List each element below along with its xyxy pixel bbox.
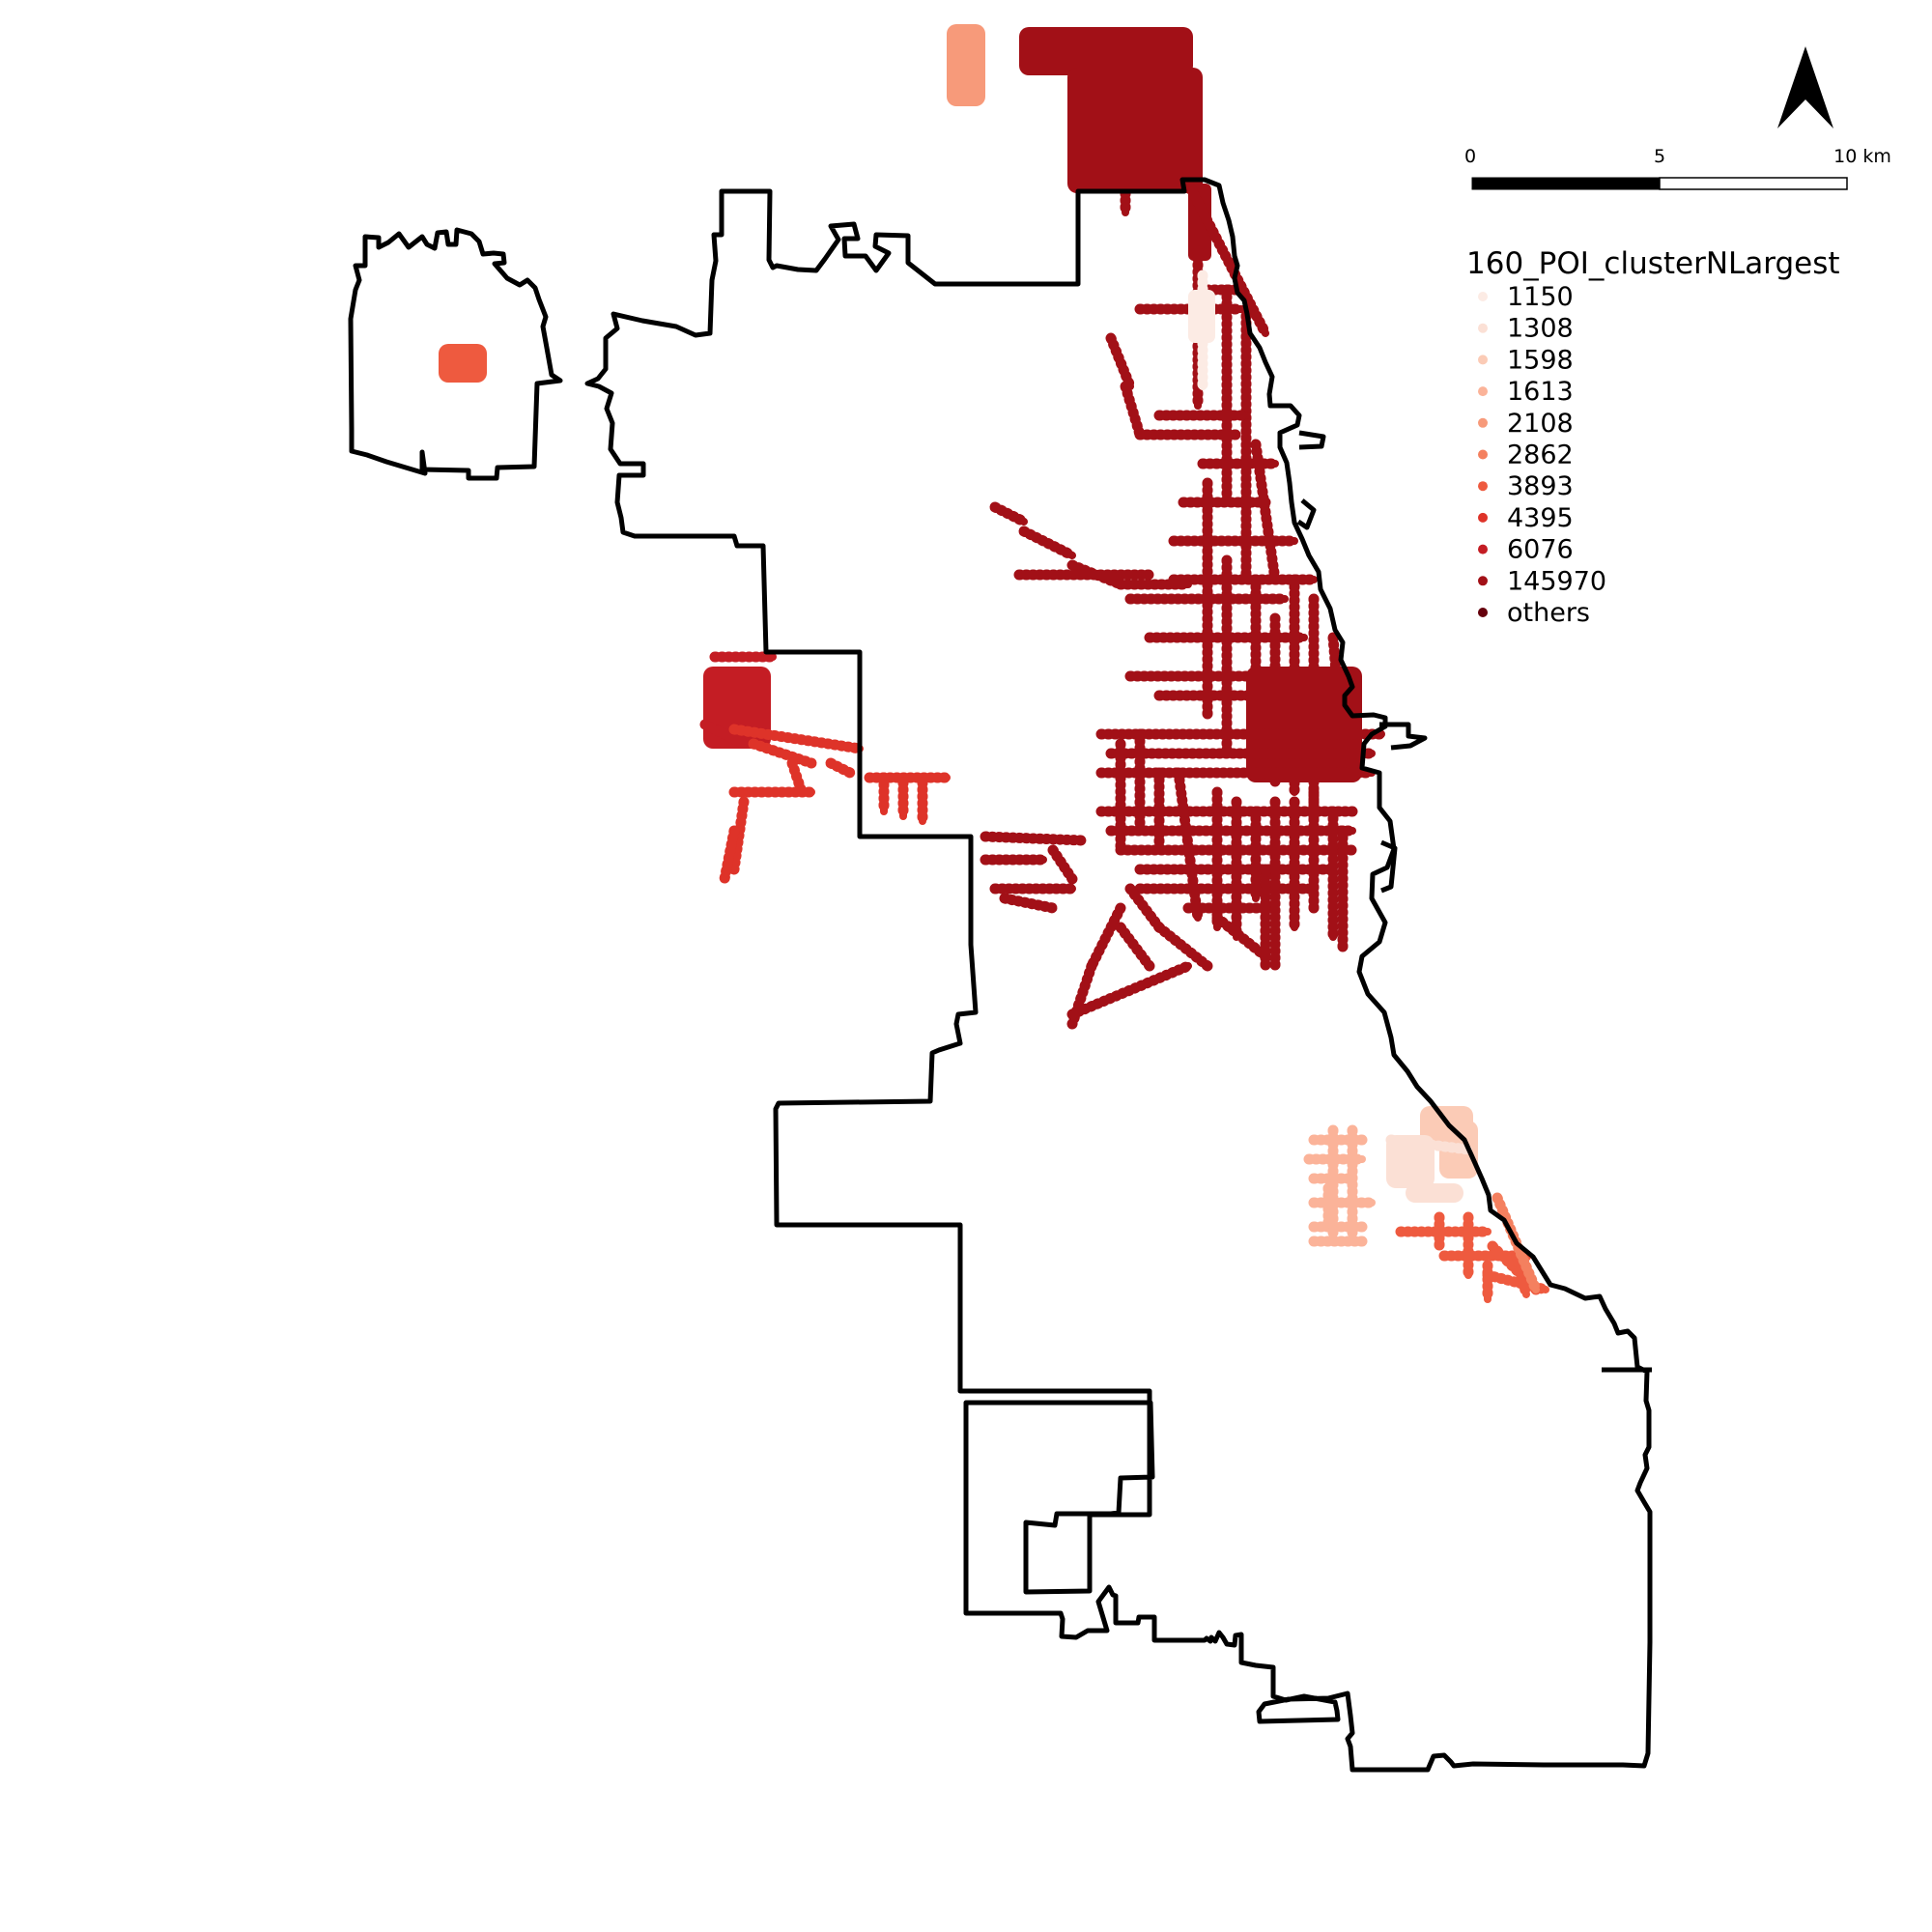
poi-cluster-segment — [1406, 1183, 1463, 1203]
north-arrow-icon — [1777, 46, 1833, 128]
poi-cluster-segment — [1120, 381, 1146, 440]
poi-cluster-segment — [980, 831, 1088, 846]
legend-item: 4395 — [1478, 503, 1574, 533]
poi-cluster-segment — [1019, 27, 1193, 75]
legend-swatch — [1478, 386, 1488, 397]
legend-swatch — [1478, 576, 1488, 586]
poi-cluster-2108 — [947, 24, 985, 106]
legend-title: 160_POI_clusterNLargest — [1466, 246, 1840, 281]
legend-label: 4395 — [1507, 503, 1574, 533]
legend-swatch — [1478, 355, 1488, 365]
legend-swatch — [1478, 544, 1488, 554]
poi-cluster-4395 — [719, 724, 952, 885]
legend: 160_POI_clusterNLargest 1150130815981613… — [1466, 246, 1840, 628]
scale-label-10: 10 km — [1833, 146, 1891, 167]
legend-label: 2108 — [1507, 409, 1574, 439]
shoreline-harbor-3 — [1380, 839, 1398, 894]
legend-label: 1598 — [1507, 345, 1574, 375]
legend-swatch — [1478, 512, 1488, 523]
poi-cluster-layer — [439, 24, 1551, 1305]
poi-cluster-segment — [1246, 667, 1362, 782]
city-boundary — [348, 177, 1653, 1773]
legend-item: 145970 — [1478, 566, 1606, 596]
legend-label: others — [1507, 598, 1590, 628]
poi-cluster-segment — [1124, 883, 1165, 933]
poi-cluster-1150 — [1188, 270, 1215, 392]
poi-cluster-145970 — [980, 27, 1387, 1030]
shoreline-harbor-1 — [1298, 430, 1326, 450]
scale-label-0: 0 — [1464, 146, 1476, 167]
legend-item: 2862 — [1478, 440, 1574, 470]
poi-cluster-segment — [1067, 68, 1203, 193]
legend-item: 6076 — [1478, 535, 1574, 565]
scale-bar: 0 5 10 km — [1464, 146, 1891, 190]
poi-cluster-segment — [1018, 526, 1078, 561]
legend-item: 1308 — [1478, 314, 1574, 344]
poi-cluster-segment — [1066, 960, 1194, 1020]
legend-item: 3893 — [1478, 471, 1574, 501]
legend-item: 1613 — [1478, 377, 1574, 407]
legend-item: others — [1478, 598, 1590, 628]
legend-swatch — [1478, 481, 1488, 492]
legend-item: 1598 — [1478, 345, 1574, 375]
poi-cluster-segment — [1105, 332, 1136, 392]
poi-cluster-segment — [825, 757, 856, 779]
legend-item: 2108 — [1478, 409, 1574, 439]
poi-cluster-segment — [1086, 902, 1126, 972]
shoreline-harbor-2 — [1296, 498, 1317, 530]
legend-swatch — [1478, 449, 1488, 460]
scale-label-5: 5 — [1654, 146, 1665, 167]
scale-bar-segment-2 — [1659, 177, 1848, 190]
legend-label: 2862 — [1507, 440, 1574, 470]
poi-cluster-segment — [1250, 439, 1281, 585]
legend-label: 145970 — [1507, 566, 1606, 596]
poi-cluster-segment — [728, 796, 750, 875]
poi-cluster-segment — [1047, 844, 1078, 885]
legend-item: 1150 — [1478, 282, 1574, 312]
poi-cluster-1308 — [1385, 1134, 1474, 1203]
poi-cluster-segment — [1153, 922, 1213, 972]
poi-cluster-segment — [728, 724, 866, 754]
poi-cluster-segment — [947, 24, 985, 106]
poi-cluster-segment — [439, 344, 487, 383]
legend-swatch — [1478, 417, 1488, 428]
poi-cluster-segment — [699, 719, 750, 750]
city-boundary-main — [584, 177, 1653, 1773]
poi-cluster-segment — [748, 738, 817, 769]
legend-label: 3893 — [1507, 471, 1574, 501]
poi-cluster-segment — [1211, 912, 1271, 962]
scale-bar-segment-1 — [1471, 177, 1661, 190]
poi-cluster-segment — [1385, 1134, 1474, 1155]
poi-cluster-segment — [1182, 178, 1271, 339]
poi-cluster-segment — [1115, 922, 1155, 972]
legend-label: 1613 — [1507, 377, 1574, 407]
legend-label: 6076 — [1507, 535, 1574, 565]
legend-label: 1308 — [1507, 314, 1574, 344]
legend-label: 1150 — [1507, 282, 1574, 312]
navy-pier — [1379, 722, 1428, 751]
legend-swatch — [1478, 292, 1488, 301]
poi-cluster-1613 — [1303, 1124, 1378, 1247]
poi-cluster-segment — [1511, 1250, 1532, 1300]
legend-swatch — [1478, 323, 1488, 333]
legend-swatch — [1478, 608, 1488, 617]
poi-cluster-segment — [719, 825, 740, 885]
city-boundary-ohare — [348, 227, 563, 481]
poi-cluster-segment — [989, 501, 1030, 527]
poi-cluster-segment — [999, 893, 1059, 914]
poi-cluster-segment — [1173, 767, 1204, 923]
